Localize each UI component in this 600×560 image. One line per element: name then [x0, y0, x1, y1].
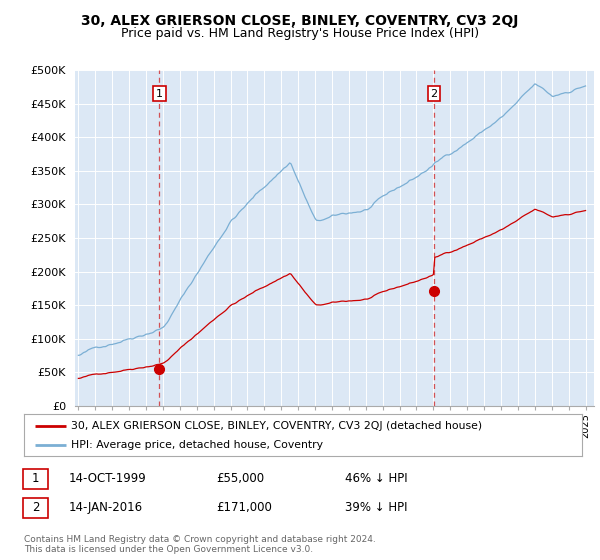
Text: 2: 2 — [431, 88, 437, 99]
Text: 1: 1 — [156, 88, 163, 99]
Text: 14-JAN-2016: 14-JAN-2016 — [69, 501, 143, 515]
Text: 39% ↓ HPI: 39% ↓ HPI — [345, 501, 407, 515]
Text: 2: 2 — [32, 501, 39, 515]
Text: 46% ↓ HPI: 46% ↓ HPI — [345, 472, 407, 486]
Text: £55,000: £55,000 — [216, 472, 264, 486]
Text: HPI: Average price, detached house, Coventry: HPI: Average price, detached house, Cove… — [71, 440, 323, 450]
Text: Contains HM Land Registry data © Crown copyright and database right 2024.
This d: Contains HM Land Registry data © Crown c… — [24, 535, 376, 554]
Text: 30, ALEX GRIERSON CLOSE, BINLEY, COVENTRY, CV3 2QJ: 30, ALEX GRIERSON CLOSE, BINLEY, COVENTR… — [82, 14, 518, 28]
Text: 1: 1 — [32, 472, 39, 486]
Text: 14-OCT-1999: 14-OCT-1999 — [69, 472, 147, 486]
Text: Price paid vs. HM Land Registry's House Price Index (HPI): Price paid vs. HM Land Registry's House … — [121, 27, 479, 40]
Text: £171,000: £171,000 — [216, 501, 272, 515]
Text: 30, ALEX GRIERSON CLOSE, BINLEY, COVENTRY, CV3 2QJ (detached house): 30, ALEX GRIERSON CLOSE, BINLEY, COVENTR… — [71, 421, 482, 431]
